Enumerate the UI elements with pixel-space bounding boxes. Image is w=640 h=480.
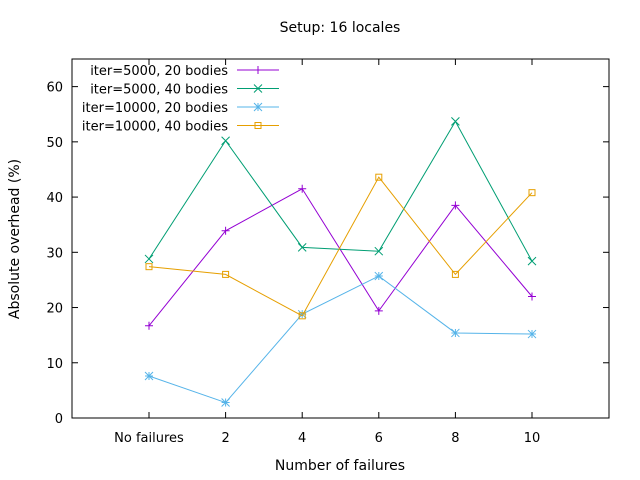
legend-marker [254, 122, 262, 129]
legend-item: iter=5000, 40 bodies [90, 83, 279, 98]
legend-marker [253, 102, 263, 112]
legend-label: iter=10000, 20 bodies [82, 101, 228, 116]
data-point [374, 271, 384, 281]
data-point [144, 371, 154, 381]
legend-label: iter=5000, 20 bodies [90, 64, 228, 79]
y-tick-label: 60 [46, 81, 63, 96]
data-point [221, 398, 230, 407]
data-point [451, 270, 459, 278]
data-point [145, 321, 153, 330]
x-tick-label: 2 [221, 431, 229, 446]
series-line [148, 176, 533, 317]
data-point [374, 306, 383, 315]
data-point [221, 226, 230, 235]
x-axis-label: Number of failures [275, 458, 405, 474]
data-point [527, 256, 537, 266]
series-line [148, 120, 533, 262]
legend-label: iter=10000, 40 bodies [82, 120, 228, 135]
series-layer [144, 117, 537, 407]
y-axis-ticks: 0 10 20 30 40 50 60 [46, 81, 609, 427]
plot-area-frame [71, 58, 610, 419]
y-axis-label: Absolute overhead (%) [7, 159, 23, 319]
x-tick-label: 6 [375, 431, 383, 446]
data-point [527, 329, 537, 339]
x-tick-label: 4 [298, 431, 306, 446]
y-tick-label: 30 [46, 246, 63, 261]
data-point [451, 117, 460, 126]
data-point [375, 173, 383, 181]
data-point [145, 263, 153, 271]
series-line [148, 188, 533, 327]
data-point [298, 184, 307, 193]
data-point [221, 136, 230, 146]
series-3 [144, 271, 537, 407]
legend-label: iter=5000, 40 bodies [90, 83, 228, 98]
series-4 [145, 173, 536, 320]
y-tick-label: 0 [55, 412, 63, 427]
x-tick-label: No failures [114, 431, 184, 446]
data-point [297, 242, 307, 252]
series-1 [145, 184, 536, 330]
data-point [528, 189, 536, 197]
legend-item: iter=10000, 20 bodies [82, 101, 279, 116]
legend-marker [254, 66, 262, 74]
chart-title: Setup: 16 locales [280, 20, 401, 36]
x-tick-label: 10 [524, 431, 541, 446]
x-axis-ticks: No failures 2 4 6 8 10 [114, 59, 540, 446]
y-tick-label: 20 [46, 302, 63, 317]
series-2 [144, 117, 537, 266]
data-point [297, 309, 307, 319]
legend-item: iter=5000, 20 bodies [90, 64, 279, 79]
y-tick-label: 40 [46, 191, 63, 206]
legend-item: iter=10000, 40 bodies [82, 120, 279, 135]
data-point [451, 328, 460, 338]
legend-marker [253, 84, 263, 93]
legend: iter=5000, 20 bodies iter=5000, 40 bodies… [82, 64, 279, 135]
data-point [374, 246, 384, 256]
data-point [298, 312, 306, 320]
x-tick-label: 8 [451, 431, 459, 446]
y-tick-label: 50 [46, 136, 63, 151]
series-line [148, 275, 533, 404]
data-point [144, 254, 154, 264]
data-point [451, 201, 460, 210]
y-tick-label: 10 [46, 357, 63, 372]
data-point [222, 270, 230, 278]
data-point [528, 292, 536, 301]
